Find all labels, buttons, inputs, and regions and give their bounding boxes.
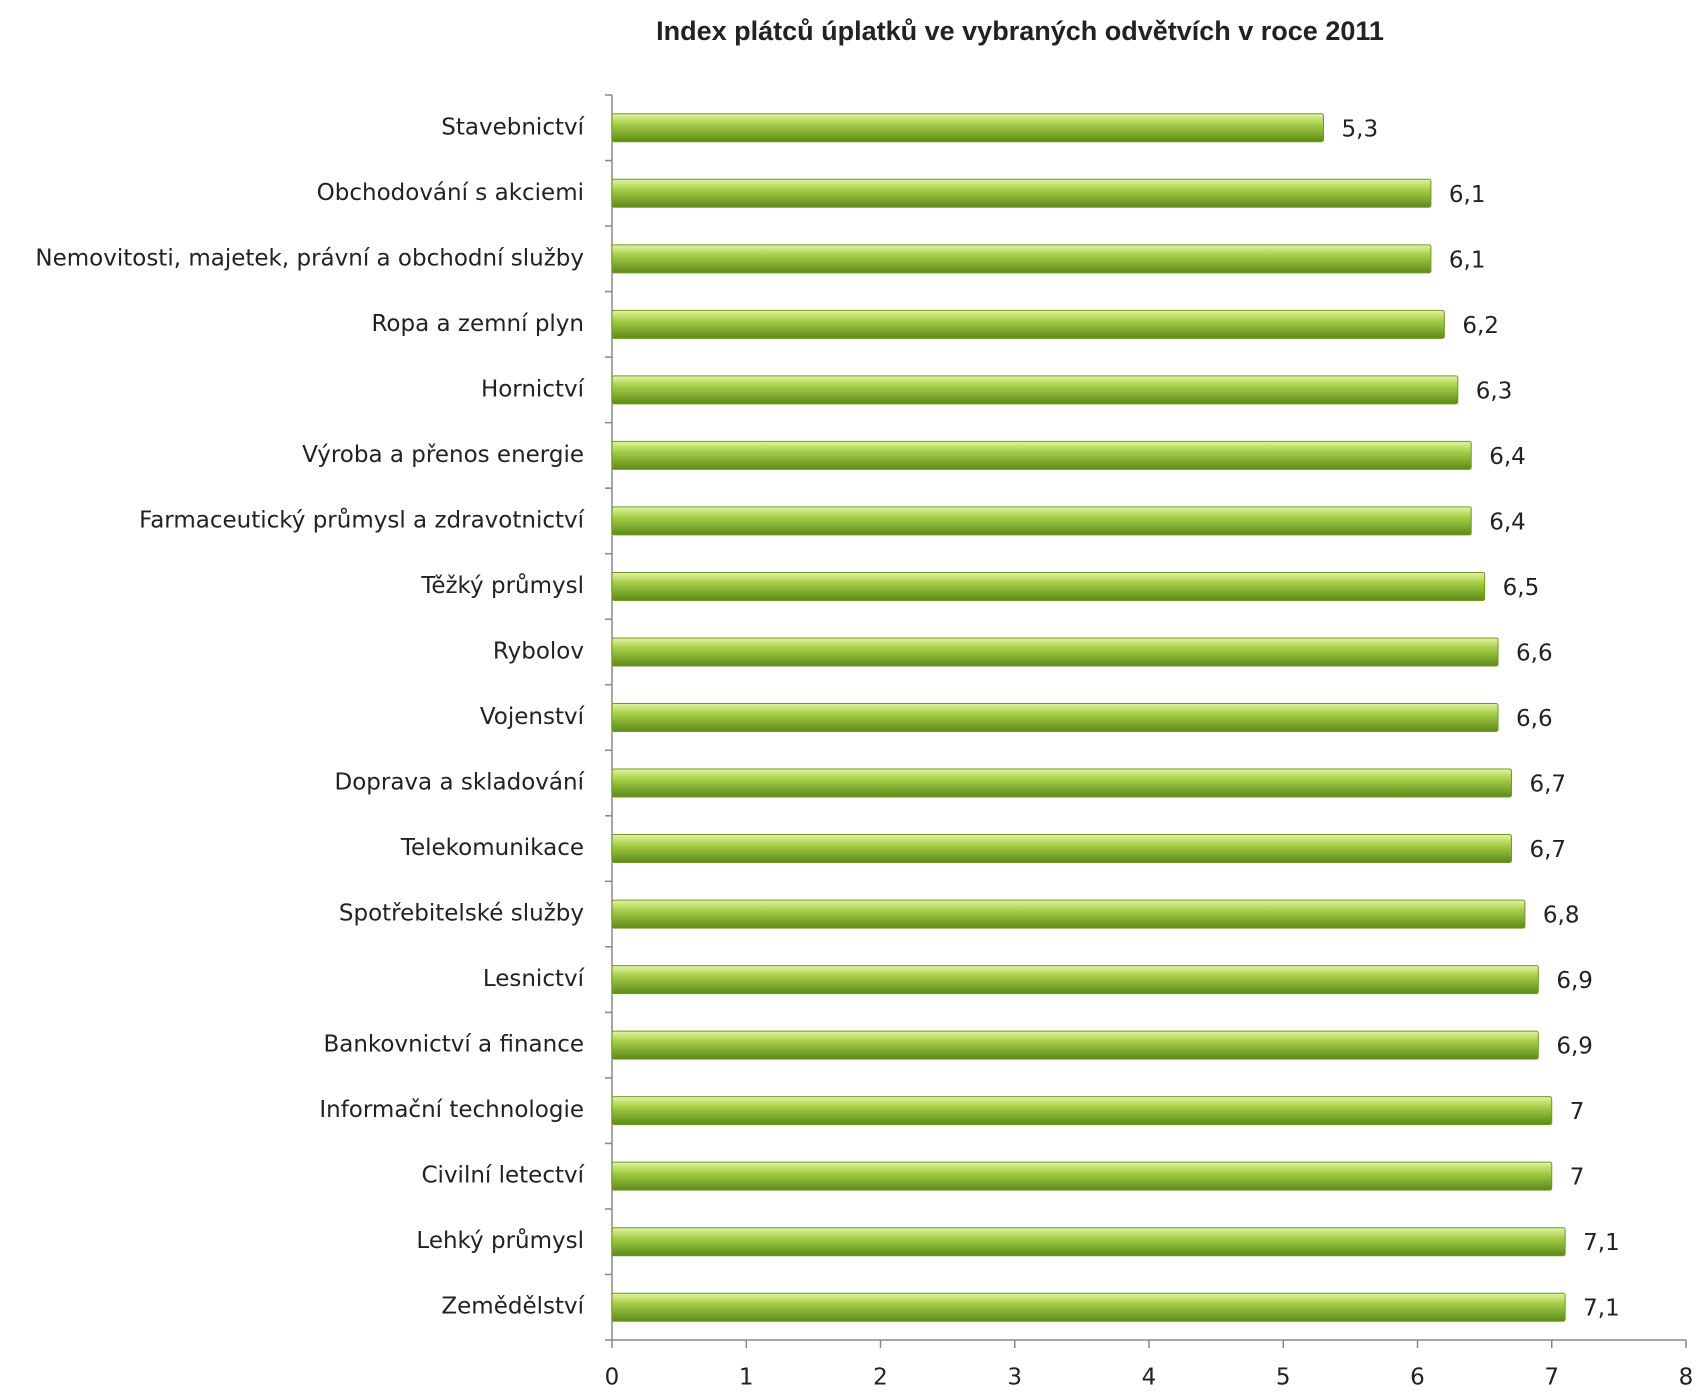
y-tick-label: Nemovitosti, majetek, právní a obchodní … xyxy=(35,245,584,271)
bar xyxy=(611,1227,1566,1257)
x-tick-label: 4 xyxy=(1142,1365,1157,1391)
x-tick-label: 6 xyxy=(1410,1365,1425,1391)
y-tick-label: Zemědělství xyxy=(441,1294,584,1320)
value-label: 6,2 xyxy=(1462,313,1499,339)
bar xyxy=(611,1030,1539,1060)
value-label: 6,5 xyxy=(1503,575,1540,601)
y-tick-label: Lehký průmysl xyxy=(416,1227,584,1254)
chart-title: Index plátců úplatků ve vybraných odvětv… xyxy=(656,16,1384,46)
value-label: 7,1 xyxy=(1583,1296,1620,1322)
x-tick-label: 0 xyxy=(605,1365,620,1391)
bar xyxy=(611,244,1432,274)
value-label: 7,1 xyxy=(1583,1230,1620,1256)
value-label: 6,3 xyxy=(1476,378,1513,404)
value-label: 6,7 xyxy=(1529,837,1566,863)
value-label: 6,6 xyxy=(1516,640,1553,666)
value-label: 6,9 xyxy=(1556,1034,1593,1060)
y-tick-label: Spotřebitelské služby xyxy=(339,901,584,927)
value-label: 6,6 xyxy=(1516,706,1553,732)
bar xyxy=(611,965,1539,995)
value-label: 6,4 xyxy=(1489,444,1526,470)
bar xyxy=(611,768,1512,798)
value-label: 6,4 xyxy=(1489,509,1526,535)
bar xyxy=(611,178,1432,208)
y-tick-label: Hornictví xyxy=(481,376,585,402)
y-tick-label: Lesnictví xyxy=(483,966,585,992)
bar xyxy=(611,506,1472,536)
bar xyxy=(611,375,1459,405)
value-label: 6,9 xyxy=(1556,968,1593,994)
y-tick-label: Těžký průmysl xyxy=(420,572,584,599)
value-label: 6,8 xyxy=(1543,903,1580,929)
y-tick-label: Vojenství xyxy=(480,704,585,730)
bar xyxy=(611,1161,1553,1191)
x-tick-label: 1 xyxy=(739,1365,754,1391)
bar xyxy=(611,440,1472,470)
bar xyxy=(611,899,1526,929)
bar xyxy=(611,1096,1553,1126)
y-tick-label: Civilní letectví xyxy=(422,1163,585,1189)
y-tick-label: Telekomunikace xyxy=(400,835,584,861)
x-tick-label: 2 xyxy=(873,1365,888,1391)
bar xyxy=(611,309,1445,339)
value-label: 5,3 xyxy=(1342,116,1379,142)
bar xyxy=(611,571,1486,601)
bar xyxy=(611,834,1512,864)
x-tick-label: 5 xyxy=(1276,1365,1291,1391)
y-tick-label: Výroba a přenos energie xyxy=(302,442,584,468)
bar xyxy=(611,703,1499,732)
y-tick-label: Ropa a zemní plyn xyxy=(371,311,584,337)
x-tick-label: 8 xyxy=(1679,1365,1694,1391)
value-label: 6,7 xyxy=(1529,772,1566,798)
value-label: 7 xyxy=(1570,1099,1585,1125)
value-label: 7 xyxy=(1570,1165,1585,1191)
value-label: 6,1 xyxy=(1449,182,1486,208)
x-tick-label: 3 xyxy=(1007,1365,1022,1391)
y-tick-label: Farmaceutický průmysl a zdravotnictví xyxy=(139,506,585,533)
y-tick-label: Obchodování s akciemi xyxy=(317,180,584,206)
bar xyxy=(611,1292,1566,1322)
value-label: 6,1 xyxy=(1449,247,1486,273)
y-tick-label: Informační technologie xyxy=(319,1097,584,1123)
bar xyxy=(611,637,1499,667)
bar xyxy=(611,113,1325,143)
y-tick-label: Doprava a skladování xyxy=(335,770,585,796)
y-tick-label: Rybolov xyxy=(493,638,584,664)
y-tick-label: Stavebnictví xyxy=(441,114,584,140)
y-tick-label: Bankovnictví a finance xyxy=(323,1032,584,1058)
x-tick-label: 7 xyxy=(1544,1365,1559,1391)
